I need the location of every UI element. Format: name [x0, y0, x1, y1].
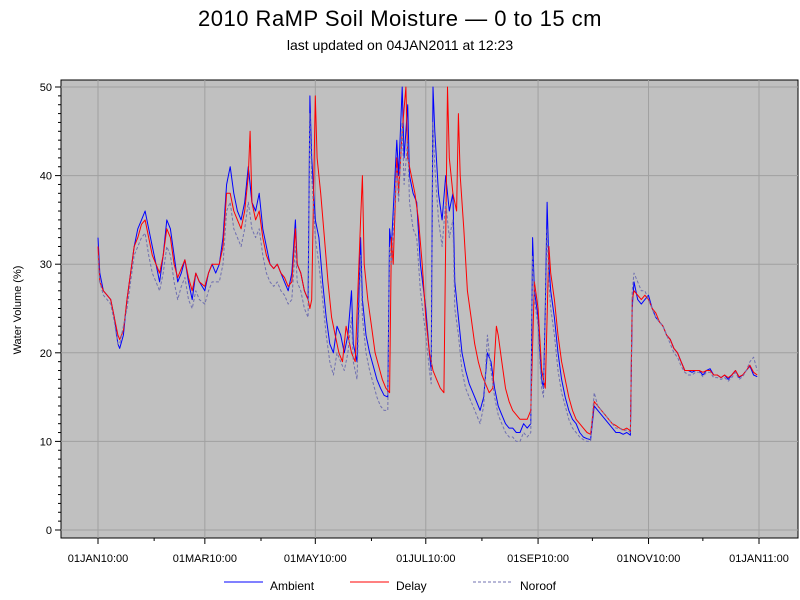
chart-subtitle: last updated on 04JAN2011 at 12:23 — [286, 37, 514, 53]
series-line-ambient — [97, 86, 758, 441]
y-tick-label: 40 — [40, 171, 52, 183]
legend-label-noroof: Noroof — [520, 579, 557, 593]
y-tick-label: 30 — [40, 259, 52, 271]
x-tick-label: 01JAN11:00 — [729, 553, 789, 565]
y-tick-label: 0 — [46, 525, 52, 537]
x-tick-label: 01MAR10:00 — [173, 553, 237, 565]
series-line-delay — [97, 86, 758, 435]
legend-label-delay: Delay — [396, 579, 427, 593]
legend: Ambient Delay Noroof — [224, 579, 557, 593]
y-tick-label: 10 — [40, 436, 52, 448]
y-axis-label: Water Volume (%) — [12, 266, 24, 355]
x-tick-label: 01SEP10:00 — [507, 553, 569, 565]
series-layer — [97, 86, 758, 442]
x-tick-label: 01NOV10:00 — [617, 553, 681, 565]
x-tick-label: 01JUL10:00 — [396, 553, 455, 565]
axes: 0 10 20 30 40 50 01JAN10:00 01MAR10:00 01MAY10:0… — [40, 82, 789, 565]
series-line-noroof — [97, 113, 758, 442]
legend-label-ambient: Ambient — [270, 579, 315, 593]
x-tick-label: 01MAY10:00 — [284, 553, 347, 565]
y-tick-label: 50 — [40, 82, 52, 94]
plot-area — [60, 79, 799, 539]
chart-title: 2010 RaMP Soil Moisture — 0 to 15 cm — [198, 6, 602, 31]
y-tick-label: 20 — [40, 348, 52, 360]
grid-lines — [61, 80, 798, 538]
x-tick-label: 01JAN10:00 — [68, 553, 129, 565]
